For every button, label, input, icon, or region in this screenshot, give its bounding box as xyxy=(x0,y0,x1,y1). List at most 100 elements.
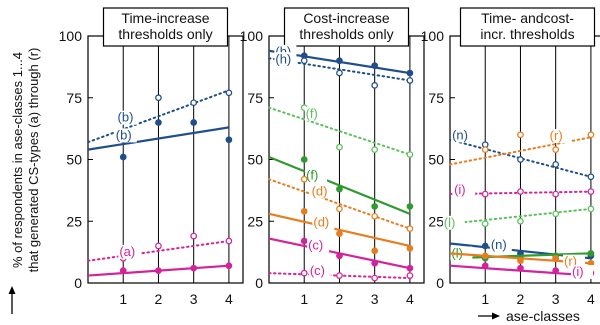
data-point xyxy=(300,156,308,163)
series-label: (l) xyxy=(444,215,456,230)
data-point xyxy=(336,205,343,213)
data-point xyxy=(336,143,343,151)
plot-frame xyxy=(268,35,425,284)
data-point xyxy=(155,119,162,126)
series-label-bg xyxy=(118,244,141,259)
series-label-bg xyxy=(305,168,328,183)
series-label: (i) xyxy=(454,182,466,197)
series-label: (d) xyxy=(312,183,328,198)
series-r-7: (r) xyxy=(449,252,595,269)
data-point xyxy=(481,262,489,270)
data-point xyxy=(225,237,233,245)
panel-title-line: thresholds only xyxy=(118,26,212,42)
data-point xyxy=(517,264,524,272)
y-tick-label: 0 xyxy=(436,275,444,291)
data-point xyxy=(552,210,560,218)
y-axis-label-line2: that generated CS-types (a) through (r) xyxy=(26,48,41,273)
data-point xyxy=(552,146,560,153)
series-label-bg xyxy=(442,215,465,230)
x-axis-label-group: ase-classes xyxy=(478,308,580,324)
series-label: (n) xyxy=(491,237,507,252)
y-tick-label: 100 xyxy=(240,28,264,44)
panel-title-line: thresholds only xyxy=(299,26,393,42)
data-point xyxy=(406,69,414,77)
series-label-bg xyxy=(548,129,571,144)
series-label-bg xyxy=(307,238,330,253)
data-point xyxy=(371,259,379,267)
data-point xyxy=(300,269,308,277)
data-point xyxy=(371,203,379,210)
data-point xyxy=(406,264,414,272)
data-point xyxy=(481,220,489,228)
y-tick-label: 50 xyxy=(428,152,444,168)
panel-title-line: Time-increase xyxy=(121,10,209,26)
x-tick-label: 2 xyxy=(336,291,344,307)
data-point xyxy=(406,203,414,210)
data-point xyxy=(552,190,560,198)
data-point xyxy=(371,212,379,220)
series-label: (r) xyxy=(564,254,577,269)
x-tick-label: 2 xyxy=(155,291,163,307)
data-point xyxy=(190,99,198,107)
data-point xyxy=(225,89,233,97)
trend-line xyxy=(87,126,230,151)
series-c-7: (c) xyxy=(268,237,414,272)
data-point xyxy=(336,57,343,65)
panel-title-box xyxy=(102,7,229,47)
data-point xyxy=(481,146,489,153)
x-tick-label: 3 xyxy=(190,291,198,307)
series-label-bg xyxy=(571,264,594,279)
series-label: (c) xyxy=(308,237,323,252)
series-label-bg xyxy=(274,52,297,67)
data-point xyxy=(371,247,379,255)
data-point xyxy=(552,254,560,262)
series-i-8: (i) xyxy=(449,262,595,279)
series-label: (f) xyxy=(306,168,318,183)
data-point xyxy=(371,146,379,153)
data-point xyxy=(517,156,524,163)
series-label-bg xyxy=(116,110,139,125)
trend-line xyxy=(449,207,592,225)
series-d-6: (d) xyxy=(268,208,414,255)
x-tick-label: 4 xyxy=(406,291,414,307)
y-tick-label: 25 xyxy=(66,213,82,229)
series-label-bg xyxy=(304,106,327,121)
x-tick-label: 3 xyxy=(371,291,379,307)
series-r-2: (r) xyxy=(449,128,595,166)
series-label-bg xyxy=(308,263,331,278)
series-label: (a) xyxy=(119,244,135,259)
data-point xyxy=(371,82,379,89)
data-point xyxy=(587,173,595,181)
series-label: (i) xyxy=(572,264,584,279)
trend-line xyxy=(449,138,592,178)
data-point xyxy=(336,69,343,77)
panel-title-line: Time- andcost- xyxy=(481,10,574,26)
data-point xyxy=(155,267,162,274)
x-axis-label: ase-classes xyxy=(506,308,580,324)
series-f-4: (f) xyxy=(268,156,414,215)
data-point xyxy=(225,262,233,270)
series-h-2: (h) xyxy=(268,51,414,89)
y-tick-label: 75 xyxy=(428,90,444,106)
series-label: (r) xyxy=(550,128,563,143)
data-point xyxy=(155,242,162,250)
series-label: (n) xyxy=(452,127,468,142)
y-tick-label: 75 xyxy=(247,90,263,106)
x-tick-label: 1 xyxy=(300,291,308,307)
y-axis-arrow xyxy=(8,286,16,314)
y-tick-label: 100 xyxy=(421,28,445,44)
data-point xyxy=(371,274,379,282)
series-label-bg xyxy=(312,215,335,230)
data-point xyxy=(225,136,233,144)
panel-title-line: incr. thresholds xyxy=(480,26,574,42)
data-point xyxy=(587,131,595,139)
y-tick-label: 25 xyxy=(428,213,444,229)
x-tick-label: 1 xyxy=(481,291,489,307)
trend-line xyxy=(268,57,411,82)
data-point xyxy=(587,205,595,213)
data-point xyxy=(481,190,489,198)
series-b-2: (b) xyxy=(87,119,233,161)
y-tick-label: 0 xyxy=(255,275,263,291)
